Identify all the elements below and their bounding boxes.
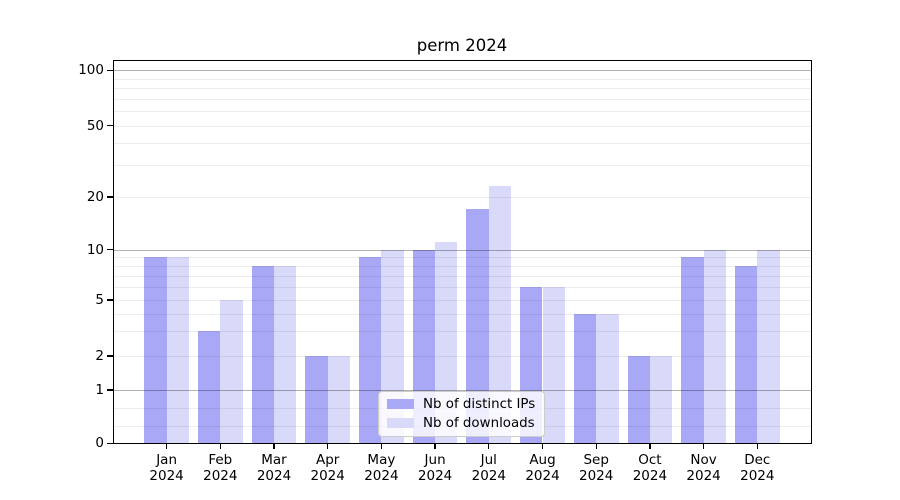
x-tick-feb	[219, 443, 221, 450]
x-tick-label-oct: Oct 2024	[632, 452, 668, 484]
x-tick-apr	[327, 443, 329, 450]
x-tick-label-feb: Feb 2024	[203, 452, 238, 484]
x-tick-label-apr: Apr 2024	[310, 452, 345, 484]
legend-item-distinct-ips: Nb of distinct IPs	[387, 397, 544, 412]
y-tick-label-20: 20	[86, 189, 104, 205]
legend-swatch-downloads	[387, 417, 414, 429]
y-tick-label-5: 5	[95, 292, 104, 308]
x-tick-label-nov: Nov 2024	[686, 452, 721, 484]
x-tick-sep	[595, 443, 597, 450]
legend-item-downloads: Nb of downloads	[387, 416, 544, 431]
y-tick-label-2: 2	[95, 348, 104, 364]
x-tick-label-mar: Mar 2024	[256, 452, 292, 484]
x-tick-may	[380, 443, 383, 450]
y-tick-label-100: 100	[78, 62, 104, 79]
chart-title: perm 2024	[416, 36, 508, 55]
legend-label-downloads: Nb of downloads	[423, 415, 535, 431]
y-tick-label-0: 0	[95, 435, 104, 452]
x-tick-dec	[756, 443, 758, 450]
y-tick-label-1: 1	[95, 382, 104, 398]
x-tick-label-jul: Jul 2024	[471, 452, 506, 484]
x-tick-jan	[165, 443, 168, 450]
x-tick-label-dec: Dec 2024	[740, 452, 775, 484]
x-tick-jun	[434, 443, 436, 450]
x-tick-label-jun: Jun 2024	[417, 452, 453, 484]
x-tick-nov	[702, 443, 705, 450]
x-tick-aug	[541, 443, 544, 450]
x-tick-label-may: May 2024	[364, 452, 399, 484]
legend-label-distinct-ips: Nb of distinct IPs	[423, 396, 536, 412]
y-tick-label-10: 10	[86, 241, 104, 258]
x-tick-oct	[649, 443, 651, 450]
x-tick-label-sep: Sep 2024	[579, 452, 614, 484]
plot-border	[112, 60, 812, 444]
legend-swatch-distinct-ips	[387, 398, 414, 410]
legend: Nb of distinct IPs Nb of downloads	[378, 390, 545, 437]
x-tick-label-aug: Aug 2024	[525, 452, 560, 484]
x-tick-mar	[273, 443, 275, 450]
x-tick-label-jan: Jan 2024	[149, 452, 184, 484]
x-tick-jul	[488, 443, 490, 450]
y-tick-label-50: 50	[86, 117, 104, 134]
